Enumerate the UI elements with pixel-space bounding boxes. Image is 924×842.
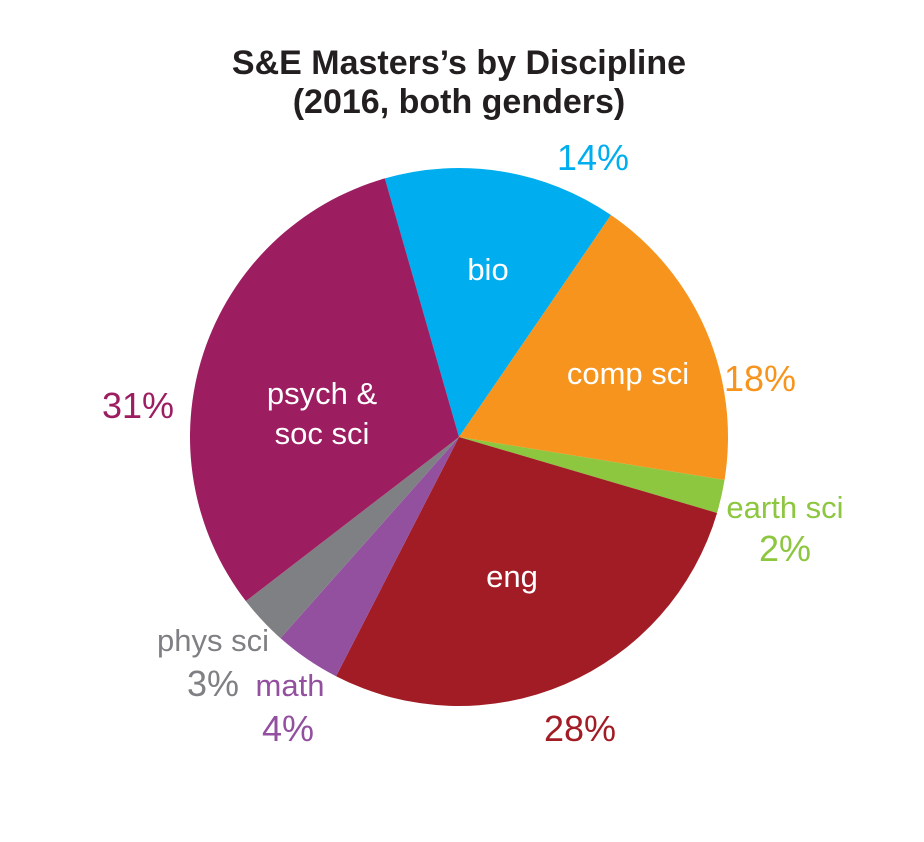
slice-label-psych-soc-sci: soc sci [275,416,370,451]
data-label-math: 4% [262,708,314,749]
pie-slice-math [280,437,459,677]
data-label-bio: 14% [557,137,629,178]
data-label-comp-sci: 18% [724,358,796,399]
slice-label-math: math [256,668,325,703]
pie-slice-earth-sci [459,437,725,513]
chart-title: S&E Masters’s by Discipline [232,44,686,82]
data-label-phys-sci: 3% [187,663,239,704]
slice-label-phys-sci: phys sci [157,623,269,658]
slice-label-comp-sci: comp sci [567,356,689,391]
data-label-psych-soc-sci: 31% [102,385,174,426]
pie-slice-eng [336,437,718,707]
pie-slice-phys-sci [245,437,459,639]
slice-label-psych-soc-sci: psych & [267,376,378,411]
pie-slice-psych-soc-sci [190,178,459,602]
pie-slice-comp-sci [459,215,728,481]
data-label-earth-sci: 2% [759,528,811,569]
slice-label-eng: eng [486,559,538,594]
slice-label-earth-sci: earth sci [726,490,843,525]
slice-label-bio: bio [467,252,508,287]
data-label-eng: 28% [544,708,616,749]
pie-slice-bio [384,167,611,437]
chart-subtitle: (2016, both genders) [293,83,626,121]
